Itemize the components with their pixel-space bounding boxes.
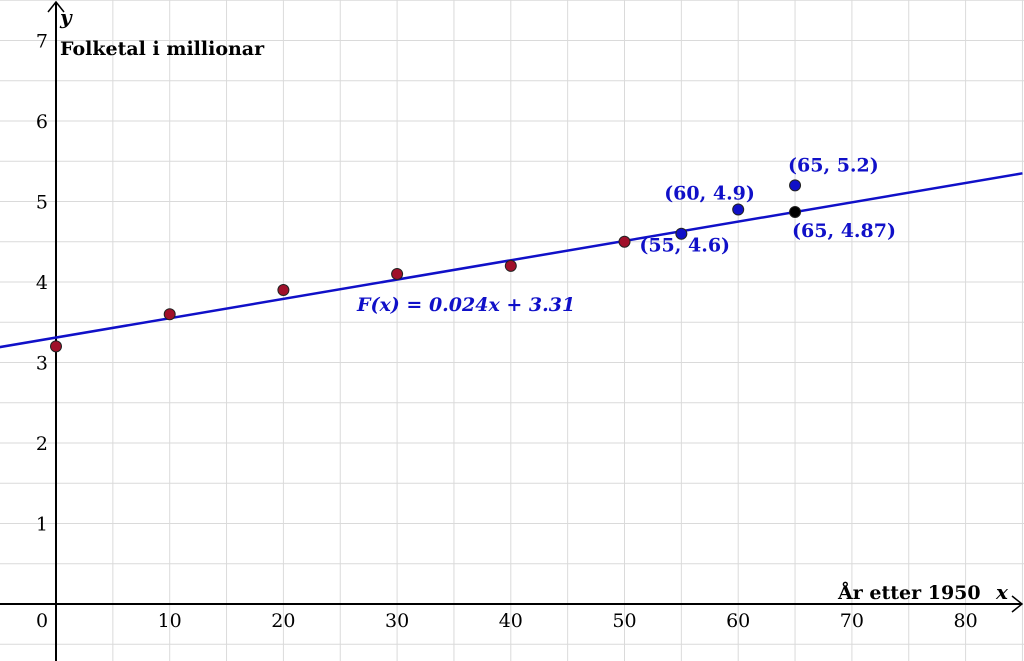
x-tick-label: 10: [158, 610, 182, 632]
data-point: [504, 259, 517, 272]
y-tick-label: 3: [36, 353, 48, 375]
point-annotation: (65, 4.87): [792, 220, 896, 242]
x-tick-label: 40: [499, 610, 523, 632]
data-point: [732, 203, 745, 216]
data-point: [50, 340, 62, 353]
y-tick-label: 6: [36, 111, 48, 133]
x-axis-arrow: [1011, 595, 1024, 613]
x-tick-label: 0: [36, 610, 48, 632]
y-tick-label: 7: [36, 31, 48, 53]
data-point: [277, 284, 290, 297]
data-points: [50, 179, 802, 353]
y-tick-label: 5: [36, 192, 48, 214]
trendline-equation: F(x) = 0.024x + 3.31: [356, 294, 575, 316]
y-tick-label: 4: [36, 272, 48, 294]
data-point: [789, 205, 802, 218]
y-axis-letter: y: [59, 5, 73, 29]
x-tick-label: 60: [726, 610, 750, 632]
y-axis-title: Folketal i millionar: [60, 38, 265, 60]
point-annotation: (65, 5.2): [788, 154, 879, 176]
data-point: [163, 308, 176, 321]
data-point: [391, 267, 404, 280]
x-tick-label: 70: [840, 610, 864, 632]
x-axis-title: År etter 1950: [837, 581, 981, 604]
point-annotation: (60, 4.9): [664, 183, 755, 205]
y-tick-label: 1: [36, 514, 48, 536]
annotations: (55, 4.6) (60, 4.9) (65, 5.2) (65, 4.87): [639, 154, 896, 256]
y-axis-arrow: [47, 0, 65, 13]
x-tick-label: 20: [271, 610, 295, 632]
x-tick-label: 30: [385, 610, 409, 632]
x-tick-label: 80: [954, 610, 978, 632]
x-tick-label: 50: [612, 610, 636, 632]
x-axis-letter: x: [995, 580, 1009, 604]
point-annotation: (55, 4.6): [639, 235, 730, 257]
data-point: [789, 179, 802, 192]
data-point: [675, 227, 688, 240]
data-point: [618, 235, 631, 248]
tick-labels: 0 10 20 30 40 50 60 70 80 1 2 3 4 5 6 7: [36, 31, 978, 633]
y-tick-label: 2: [36, 433, 48, 455]
axis-labels: y Folketal i millionar År etter 1950 x: [59, 5, 1009, 604]
